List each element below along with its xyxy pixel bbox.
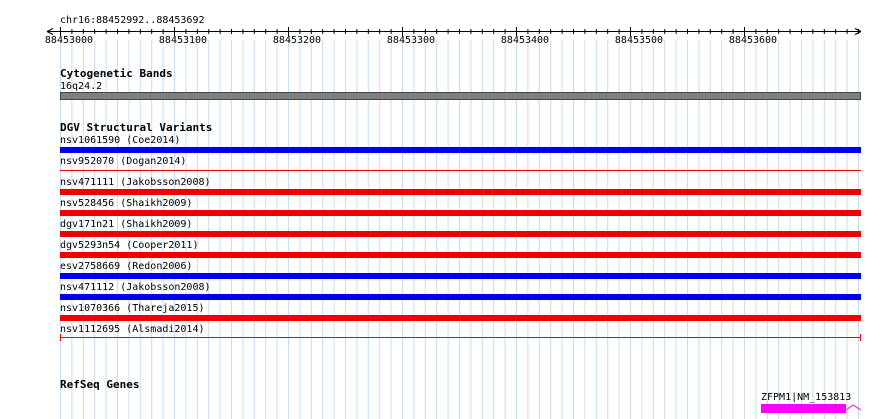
dgv-feature-bar[interactable] (60, 189, 861, 195)
dgv-feature-line (61, 337, 860, 338)
dgv-feature-bar[interactable] (60, 147, 861, 153)
refseq-gene-feature[interactable] (761, 404, 846, 413)
refseq-intron-line (845, 404, 862, 411)
dgv-feature-bar[interactable] (60, 210, 861, 216)
ruler-tick-label: 88453000 (44, 35, 94, 46)
dgv-feature-label: esv2758669 (Redon2006) (60, 261, 193, 272)
dgv-feature-label: nsv1112695 (Alsmadi2014) (60, 324, 205, 335)
dgv-feature-label: nsv1061590 (Coe2014) (60, 135, 181, 146)
ruler-tick-label: 88453300 (386, 35, 436, 46)
dgv-feature-bar[interactable] (60, 334, 861, 341)
dgv-feature-bar[interactable] (60, 252, 861, 258)
dgv-feature-label: nsv528456 (Shaikh2009) (60, 198, 193, 209)
locus-label: chr16:88452992..88453692 (60, 15, 205, 26)
ruler-tick-label: 88453100 (158, 35, 208, 46)
ruler-tick-label: 88453600 (728, 35, 778, 46)
cytoband-track-title: Cytogenetic Bands (60, 67, 173, 80)
dgv-feature-bar[interactable] (60, 315, 861, 321)
dgv-feature-label: nsv952070 (Dogan2014) (60, 156, 187, 167)
cytoband-label: 16q24.2 (60, 81, 103, 92)
dgv-feature-bar[interactable] (60, 231, 861, 237)
ruler-tick-label: 88453200 (272, 35, 322, 46)
dgv-feature-bar[interactable] (60, 294, 861, 300)
dgv-feature-bar[interactable] (60, 170, 861, 171)
cytoband-bar[interactable] (60, 92, 861, 100)
refseq-gene-label: ZFPM1|NM_153813 (761, 392, 852, 403)
dgv-feature-label: nsv471111 (Jakobsson2008) (60, 177, 211, 188)
ruler-left-arrow (46, 28, 54, 35)
dgv-feature-label: nsv471112 (Jakobsson2008) (60, 282, 211, 293)
dgv-feature-label: dgv171n21 (Shaikh2009) (60, 219, 193, 230)
refseq-track-title: RefSeq Genes (60, 378, 140, 391)
ruler-tick-label: 88453500 (614, 35, 664, 46)
ruler-tick-label: 88453400 (500, 35, 550, 46)
dgv-feature-label: nsv1070366 (Thareja2015) (60, 303, 205, 314)
dgv-feature-bar[interactable] (60, 273, 861, 279)
dgv-feature-label: dgv5293n54 (Cooper2011) (60, 240, 199, 251)
dgv-track-title: DGV Structural Variants (60, 121, 213, 134)
